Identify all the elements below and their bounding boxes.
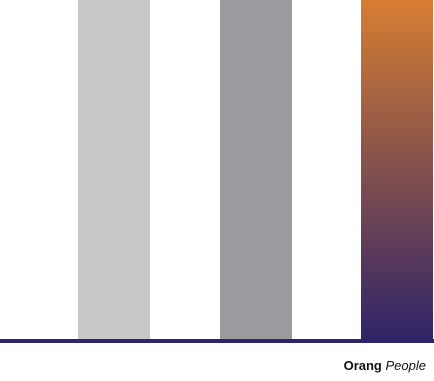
baseline <box>0 339 434 343</box>
bar-2024 <box>220 0 292 339</box>
bar-2025 <box>361 0 433 339</box>
unit-brand: Orang <box>343 358 382 373</box>
unit-word: People <box>385 358 426 373</box>
bar-2023 <box>78 0 150 339</box>
unit-caption: Orang People <box>344 358 426 373</box>
